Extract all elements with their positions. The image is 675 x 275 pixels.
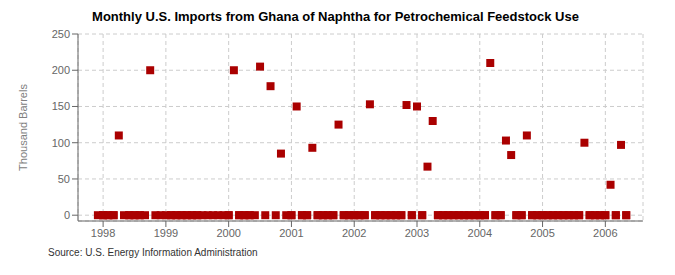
svg-text:2002: 2002 (342, 227, 366, 239)
svg-text:200: 200 (52, 64, 70, 76)
svg-text:2001: 2001 (279, 227, 303, 239)
svg-text:2000: 2000 (216, 227, 240, 239)
svg-text:2004: 2004 (468, 227, 492, 239)
svg-text:1998: 1998 (91, 227, 115, 239)
svg-text:250: 250 (52, 28, 70, 40)
svg-text:1999: 1999 (154, 227, 178, 239)
svg-text:50: 50 (58, 173, 70, 185)
html-text:Monthly U.S. Imports from Ghan: Monthly U.S. Imports from Ghana of Napht… (92, 9, 579, 24)
svg-text:2005: 2005 (530, 227, 554, 239)
svg-text:Thousand Barrels: Thousand Barrels (17, 84, 29, 171)
svg-text:100: 100 (52, 137, 70, 149)
svg-text:2006: 2006 (593, 227, 617, 239)
svg-text:150: 150 (52, 100, 70, 112)
svg-text:0: 0 (64, 209, 70, 221)
html-text:Source: U.S. Energy Informatio: Source: U.S. Energy Information Administ… (48, 247, 258, 258)
svg-text:2003: 2003 (405, 227, 429, 239)
